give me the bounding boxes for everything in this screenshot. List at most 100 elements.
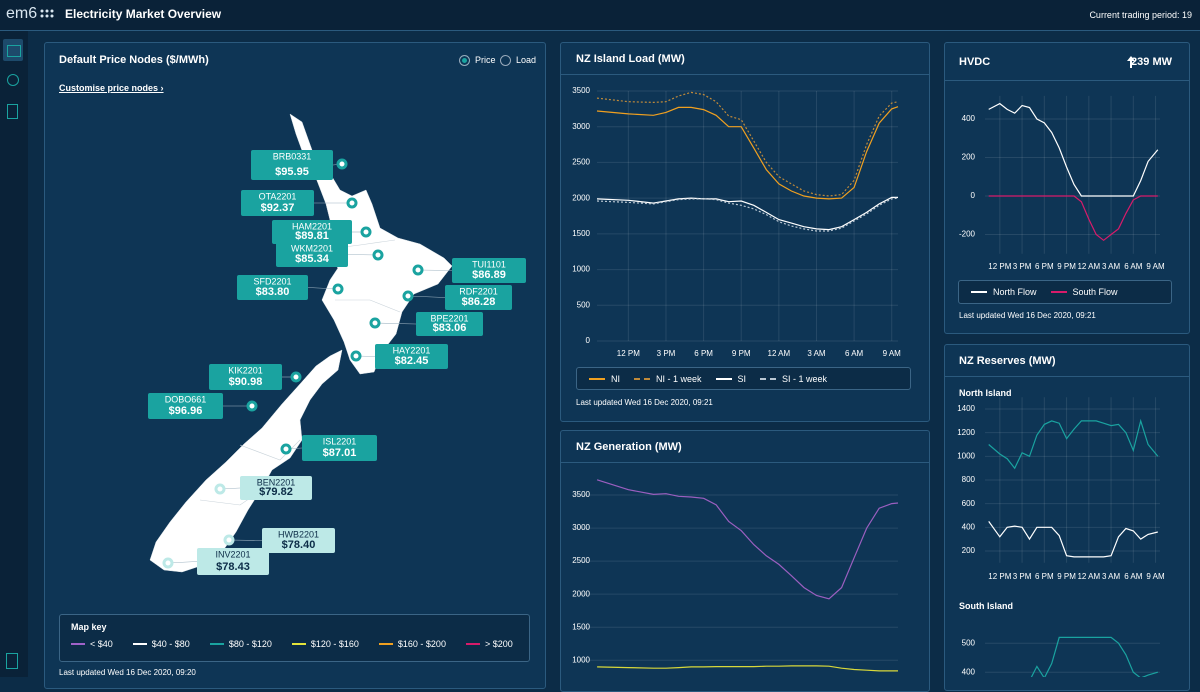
node-name: WKM2201 [291, 243, 333, 253]
x-tick-label: 9 PM [732, 349, 751, 358]
x-tick-label: 12 AM [768, 349, 791, 358]
node-label-box [445, 285, 512, 310]
legend-item: South Flow [1050, 287, 1118, 297]
node-label-box [302, 435, 377, 461]
legend-item: NI [589, 374, 620, 384]
x-tick-label: 12 PM [617, 349, 640, 358]
map-key-swatch [209, 643, 224, 645]
x-tick-label: 9 AM [1146, 262, 1165, 271]
node-dot [372, 249, 384, 261]
map-key-item: > $200 [465, 639, 513, 649]
map-key-swatch [465, 643, 480, 645]
node-dot [162, 557, 174, 569]
home-icon [7, 45, 21, 57]
region-border [335, 299, 401, 313]
legend-label: NI - 1 week [656, 373, 702, 384]
node-name: HWB2201 [278, 529, 319, 539]
node-dot [360, 226, 372, 238]
y-tick-label: 1400 [957, 404, 975, 413]
sidebar [0, 31, 28, 677]
node-label-box [375, 344, 448, 369]
legend-swatch [634, 377, 650, 380]
map-key-item: < $40 [71, 639, 113, 649]
load-panel [560, 42, 930, 422]
node-dot [332, 283, 344, 295]
series-line [988, 521, 1158, 558]
nav-bulb[interactable] [7, 74, 19, 86]
node-price: $85.34 [295, 253, 330, 265]
divider [945, 80, 1189, 81]
legend-swatch [760, 377, 777, 380]
map-key [59, 614, 530, 662]
x-tick-label: 12 PM [988, 262, 1011, 271]
y-tick-label: 0 [586, 336, 591, 345]
node-dot [346, 197, 358, 209]
x-tick-label: 6 PM [1035, 262, 1054, 271]
node-label-box [148, 393, 223, 419]
x-tick-label: 3 AM [807, 349, 826, 358]
legend-label: SI - 1 week [782, 373, 828, 384]
x-tick-label: 6 AM [1124, 572, 1143, 581]
node-name: OTA2201 [259, 191, 297, 201]
node-label-box [262, 528, 335, 553]
node-dot [290, 371, 302, 383]
node-dot [246, 400, 258, 412]
legend-item: SI [715, 373, 747, 384]
y-tick-label: 800 [962, 475, 976, 484]
y-tick-label: 2000 [572, 193, 590, 202]
y-tick-label: 0 [971, 191, 976, 200]
node-dot [412, 264, 424, 276]
node-label-box [452, 258, 526, 283]
map-panel [44, 42, 546, 689]
customise-link[interactable]: Customise price nodes › [59, 83, 164, 93]
radio-price[interactable] [459, 55, 470, 66]
charts-layer: BRB0331 $95.95 OTA2201$92.37 HAM2201$89.81W… [148, 86, 1165, 677]
x-tick-label: 3 PM [1013, 262, 1032, 271]
y-tick-label: 3000 [572, 122, 590, 131]
series-line [596, 106, 899, 200]
leader-line [374, 322, 417, 325]
node-dot [214, 483, 226, 495]
node-price: $78.43 [216, 561, 250, 573]
nav-doc[interactable] [7, 104, 18, 119]
node-price: $86.89 [472, 269, 506, 281]
map-key-label: $80 - $120 [228, 639, 272, 649]
node-name: TUI1101 [472, 259, 506, 269]
map-key-swatch [132, 643, 147, 645]
x-tick-label: 3 PM [1013, 572, 1032, 581]
node-label-box [251, 150, 333, 180]
leader-line [228, 539, 263, 541]
y-tick-label: 1200 [957, 428, 975, 437]
legend-label: NI [611, 373, 620, 384]
nav-exit[interactable] [6, 653, 18, 669]
x-tick-label: 12 PM [988, 572, 1011, 581]
subchart-title: North Island [959, 388, 1012, 398]
legend-swatch [971, 291, 987, 293]
trading-period: Current trading period: 19 [1089, 10, 1192, 20]
node-price: $78.40 [282, 539, 316, 551]
node-price: $83.06 [433, 322, 467, 334]
series-line [988, 195, 1158, 242]
logo[interactable]: em6 [6, 5, 38, 22]
node-label-box [209, 364, 282, 390]
node-name: INV2201 [215, 549, 250, 559]
node-label-box [241, 190, 314, 216]
legend-label: SI [737, 373, 747, 384]
logo-dots [40, 9, 54, 18]
nav-home[interactable] [3, 39, 23, 61]
node-name: HAM2201 [292, 221, 332, 231]
y-tick-label: 1000 [572, 265, 590, 274]
map-key-item: $40 - $80 [132, 639, 190, 649]
map-key-label: $40 - $80 [151, 639, 190, 649]
map-key-swatch [71, 643, 85, 645]
radio-load[interactable] [500, 55, 511, 66]
legend: North Flow South Flow [958, 280, 1172, 304]
legend-label: North Flow [993, 287, 1037, 297]
node-name: SFD2201 [253, 276, 291, 286]
node-dot [223, 534, 235, 546]
node-dot [369, 317, 381, 329]
y-tick-label: 3500 [572, 86, 590, 95]
x-tick-label: 9 PM [1057, 262, 1076, 271]
y-tick-label: 1000 [572, 655, 590, 664]
x-tick-label: 6 PM [694, 349, 713, 358]
